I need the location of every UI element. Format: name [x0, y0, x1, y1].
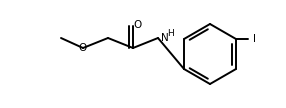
Text: I: I [253, 34, 256, 44]
Text: N: N [161, 33, 169, 43]
Text: H: H [167, 29, 174, 37]
Text: O: O [79, 43, 87, 53]
Text: O: O [134, 20, 142, 30]
